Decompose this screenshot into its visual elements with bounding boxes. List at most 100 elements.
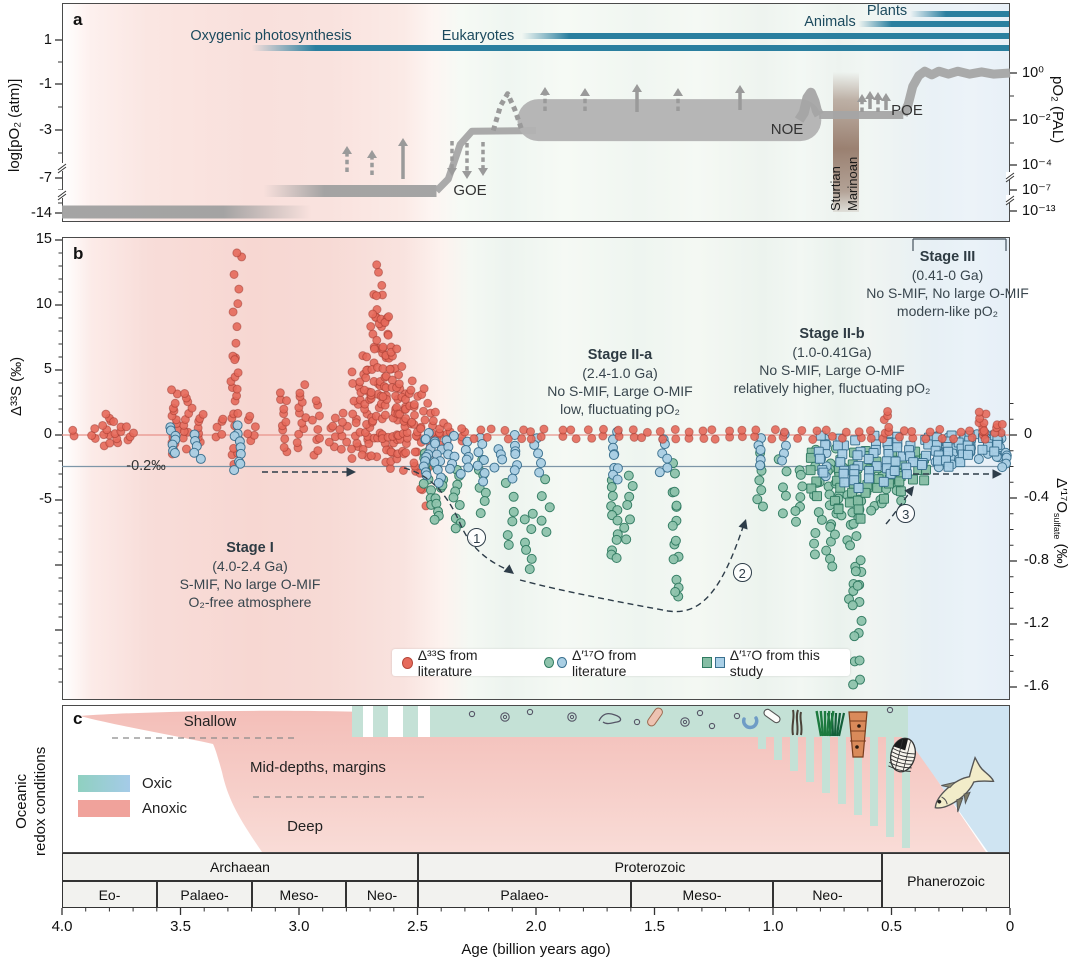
tick-label: -0.8 — [1024, 552, 1049, 568]
x-axis-tick-label: 2.0 — [525, 918, 547, 935]
legend-item-anoxic: Anoxic — [78, 800, 187, 817]
x-axis-tick-label: 3.0 — [288, 918, 310, 935]
marinoan-label: Marinoan — [845, 156, 860, 211]
tick-label: 1 — [43, 32, 52, 48]
algae-tuft-icon — [815, 710, 846, 737]
stage-2a-title: Stage II-a — [587, 347, 653, 363]
noe-label: NOE — [770, 121, 804, 138]
legend-item-d33s: Δ³³S from literature — [402, 647, 520, 679]
bar-label-oxygenic-photosynthesis: Oxygenic photosynthesis — [190, 28, 352, 44]
tick-label: -3 — [39, 122, 52, 138]
panel-a-label: a — [73, 10, 83, 29]
era-cell-palaeoarchaean: Palaeo- — [157, 881, 252, 908]
era-cell-eoarchaean: Eo- — [62, 881, 157, 908]
trilobite-icon — [888, 737, 916, 773]
callout-2: 2 — [732, 562, 752, 582]
panel-c-side-title: Oceanic redox conditions — [12, 747, 50, 856]
era-cell-neoarchaean: Neo- — [346, 881, 418, 908]
stage-2b-annotation: Stage II-b (1.0-0.41Ga) No S-MIF, Large … — [733, 326, 931, 396]
spiral-microfossil-icon — [567, 712, 577, 722]
green-square-marker-icon — [702, 657, 712, 668]
x-axis-tick-label: 3.5 — [170, 918, 191, 935]
goe-label: GOE — [453, 182, 487, 199]
callout-1: 1 — [467, 527, 487, 547]
dot-microfossil-icon — [708, 722, 716, 730]
x-axis-tick-label: 0 — [1005, 918, 1015, 935]
zone-mid-depths-label: Mid-depths, margins — [250, 759, 386, 776]
anoxic-swatch-icon — [78, 800, 130, 817]
tick-label: 0 — [43, 426, 52, 442]
stage-1-title: Stage I — [226, 540, 274, 556]
legend-item-o17-this-study: Δ′¹⁷O from this study — [702, 647, 840, 679]
legend-item-oxic: Oxic — [78, 775, 187, 792]
zone-shallow-label: Shallow — [183, 713, 237, 730]
red-circle-marker-icon — [402, 656, 413, 669]
archaeocyath-tube-icon — [848, 711, 868, 758]
blue-circle-marker-icon — [557, 657, 567, 668]
tick-label: 10 — [35, 296, 52, 312]
green-circle-marker-icon — [544, 657, 555, 668]
spiral-microfossil-icon — [680, 717, 690, 727]
dot-microfossil-icon — [468, 710, 476, 718]
x-axis-tick-label: 4.0 — [51, 918, 73, 935]
oxic-swatch-icon — [78, 775, 130, 792]
x-axis-tick-label: 2.5 — [407, 918, 428, 935]
right-axis-title-sub: sulfate — [1052, 512, 1062, 540]
bar-label-eukaryotes: Eukaryotes — [441, 28, 515, 44]
stage-1-annotation: Stage I (4.0-2.4 Ga) S-MIF, No large O-M… — [179, 540, 321, 610]
tick-label: -14 — [31, 205, 52, 221]
dot-microfossil-icon — [696, 709, 704, 717]
bar-label-animals: Animals — [804, 14, 856, 30]
eon-cell-phanerozoic: Phanerozoic — [882, 853, 1010, 908]
tick-label: -5 — [39, 491, 52, 507]
tick-label: -1 — [39, 76, 52, 92]
panel-c-legend: Oxic Anoxic — [78, 775, 187, 825]
x-axis-tick-label: 0.5 — [881, 918, 902, 935]
eon-cell-archaean: Archaean — [62, 853, 418, 881]
dot-microfossil-icon — [633, 718, 641, 726]
ref-line-label: -0.2‰ — [126, 458, 166, 474]
dot-microfossil-icon — [886, 706, 894, 714]
era-cell-mesoproterozoic: Meso- — [631, 881, 773, 908]
zone-deep-label: Deep — [287, 818, 323, 835]
stage-2a-annotation: Stage II-a (2.4-1.0 Ga) No S-MIF, Large … — [547, 347, 693, 417]
bar-label-plants: Plants — [866, 3, 908, 19]
eon-cell-proterozoic: Proterozoic — [418, 853, 882, 881]
poe-label: POE — [891, 102, 923, 119]
era-cell-mesoarchaean: Meso- — [252, 881, 346, 908]
fish-icon — [934, 755, 995, 813]
ushape-fossil-icon — [741, 716, 759, 730]
tick-label: 10⁻⁷ — [1022, 182, 1052, 198]
panel-b-label: b — [73, 244, 84, 263]
era-cell-palaeoproterozoic: Palaeo- — [418, 881, 631, 908]
stage-2b-title: Stage II-b — [799, 326, 865, 342]
legend-item-o17-literature: Δ′¹⁷O from literature — [544, 647, 678, 679]
tick-label: 10⁰ — [1022, 65, 1044, 81]
sturtian-label: Sturtian — [828, 166, 843, 211]
tick-label: 10⁻¹³ — [1022, 203, 1056, 219]
tick-label: -1.2 — [1024, 615, 1049, 631]
seaweed-strands-icon — [791, 709, 803, 736]
side-title-line1: Oceanic — [13, 773, 30, 829]
callout-3: 3 — [896, 504, 916, 524]
dot-microfossil-icon — [526, 708, 534, 716]
tick-label: -0.4 — [1024, 489, 1049, 505]
tick-label: -1.6 — [1024, 678, 1049, 694]
squiggle-worm-icon — [598, 712, 622, 725]
x-axis-title: Age (billion years ago) — [461, 941, 611, 958]
panel-b-legend: Δ³³S from literature Δ′¹⁷O from literatu… — [392, 647, 850, 679]
tick-label: 5 — [43, 361, 52, 377]
capsule-pink-fossil-icon — [647, 707, 663, 727]
panel-a-right-axis-title: pO₂ (PAL) — [1049, 76, 1066, 144]
stage-3-annotation: Stage III (0.41-0 Ga) No S-MIF, No large… — [866, 249, 1029, 319]
stage-3-title: Stage III — [919, 249, 976, 265]
spiral-microfossil-icon — [500, 712, 510, 722]
dot-microfossil-icon — [733, 712, 741, 720]
tick-label: 10⁻⁴ — [1022, 157, 1053, 173]
era-cell-neoproterozoic: Neo- — [773, 881, 882, 908]
blue-square-marker-icon — [714, 657, 725, 668]
tick-label: 10⁻² — [1022, 112, 1051, 128]
tick-label: 0 — [1024, 426, 1033, 442]
